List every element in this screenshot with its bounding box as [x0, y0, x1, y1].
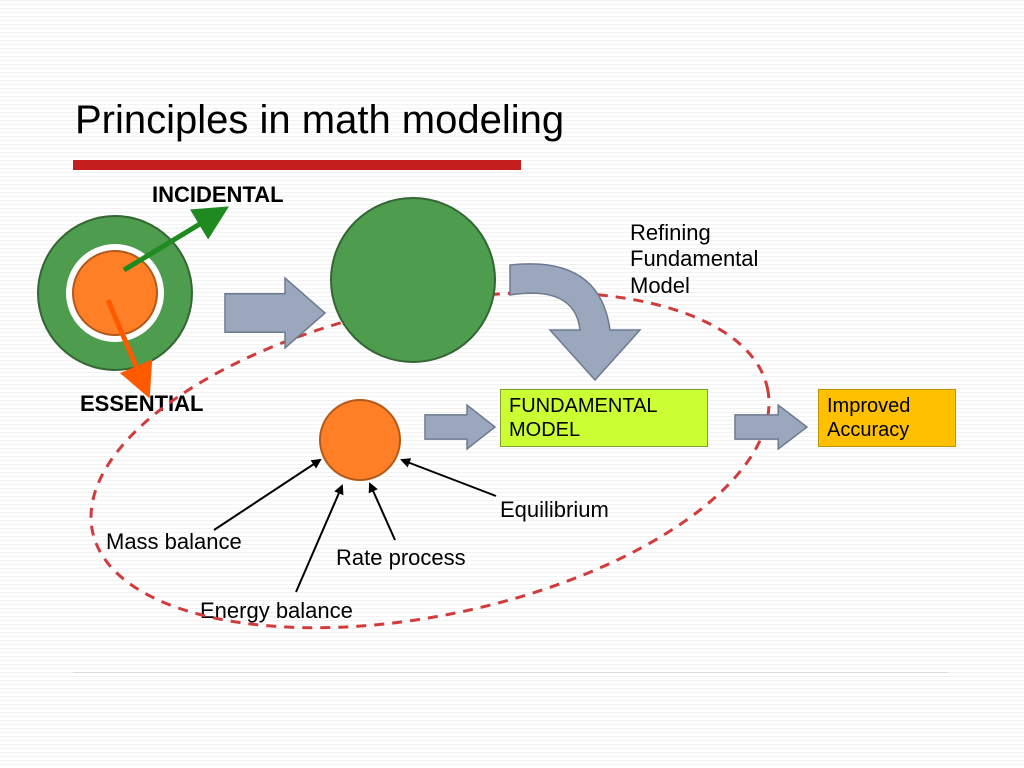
label-refining: Refining Fundamental Model — [630, 220, 758, 299]
dashed-ellipse — [60, 237, 799, 684]
circles — [38, 198, 495, 480]
title-underline — [73, 160, 521, 170]
box-improved-accuracy: Improved Accuracy — [818, 389, 956, 447]
slide: Principles in math modeling INCIDENTAL E… — [0, 0, 1024, 768]
footer-rule — [73, 672, 948, 673]
box-fundamental-model: FUNDAMENTAL MODEL — [500, 389, 708, 447]
label-equilibrium: Equilibrium — [500, 497, 609, 523]
label-mass-balance: Mass balance — [106, 529, 242, 555]
label-energy-balance: Energy balance — [200, 598, 353, 624]
label-essential: ESSENTIAL — [80, 391, 203, 417]
page-title: Principles in math modeling — [75, 98, 564, 143]
label-incidental: INCIDENTAL — [152, 182, 284, 208]
label-rate-process: Rate process — [336, 545, 466, 571]
